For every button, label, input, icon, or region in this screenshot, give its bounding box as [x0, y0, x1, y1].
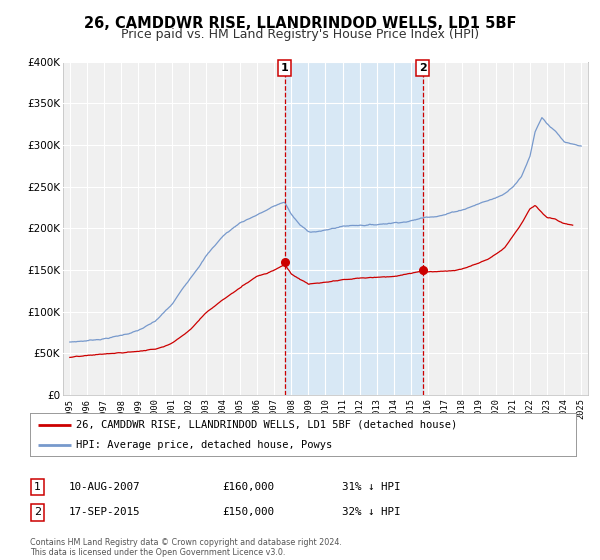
- Text: 10-AUG-2007: 10-AUG-2007: [69, 482, 140, 492]
- Text: 1: 1: [281, 63, 289, 73]
- Text: 17-SEP-2015: 17-SEP-2015: [69, 507, 140, 517]
- Text: £160,000: £160,000: [222, 482, 274, 492]
- Bar: [285, 62, 423, 395]
- Text: 2: 2: [419, 63, 427, 73]
- Text: 32% ↓ HPI: 32% ↓ HPI: [342, 507, 401, 517]
- Text: 26, CAMDDWR RISE, LLANDRINDOD WELLS, LD1 5BF (detached house): 26, CAMDDWR RISE, LLANDRINDOD WELLS, LD1…: [76, 419, 458, 430]
- Text: 31% ↓ HPI: 31% ↓ HPI: [342, 482, 401, 492]
- Text: 26, CAMDDWR RISE, LLANDRINDOD WELLS, LD1 5BF: 26, CAMDDWR RISE, LLANDRINDOD WELLS, LD1…: [84, 16, 516, 31]
- Text: Price paid vs. HM Land Registry's House Price Index (HPI): Price paid vs. HM Land Registry's House …: [121, 28, 479, 41]
- Text: £150,000: £150,000: [222, 507, 274, 517]
- Text: 2: 2: [34, 507, 41, 517]
- Text: HPI: Average price, detached house, Powys: HPI: Average price, detached house, Powy…: [76, 440, 332, 450]
- Text: 1: 1: [34, 482, 41, 492]
- Text: Contains HM Land Registry data © Crown copyright and database right 2024.
This d: Contains HM Land Registry data © Crown c…: [30, 538, 342, 557]
